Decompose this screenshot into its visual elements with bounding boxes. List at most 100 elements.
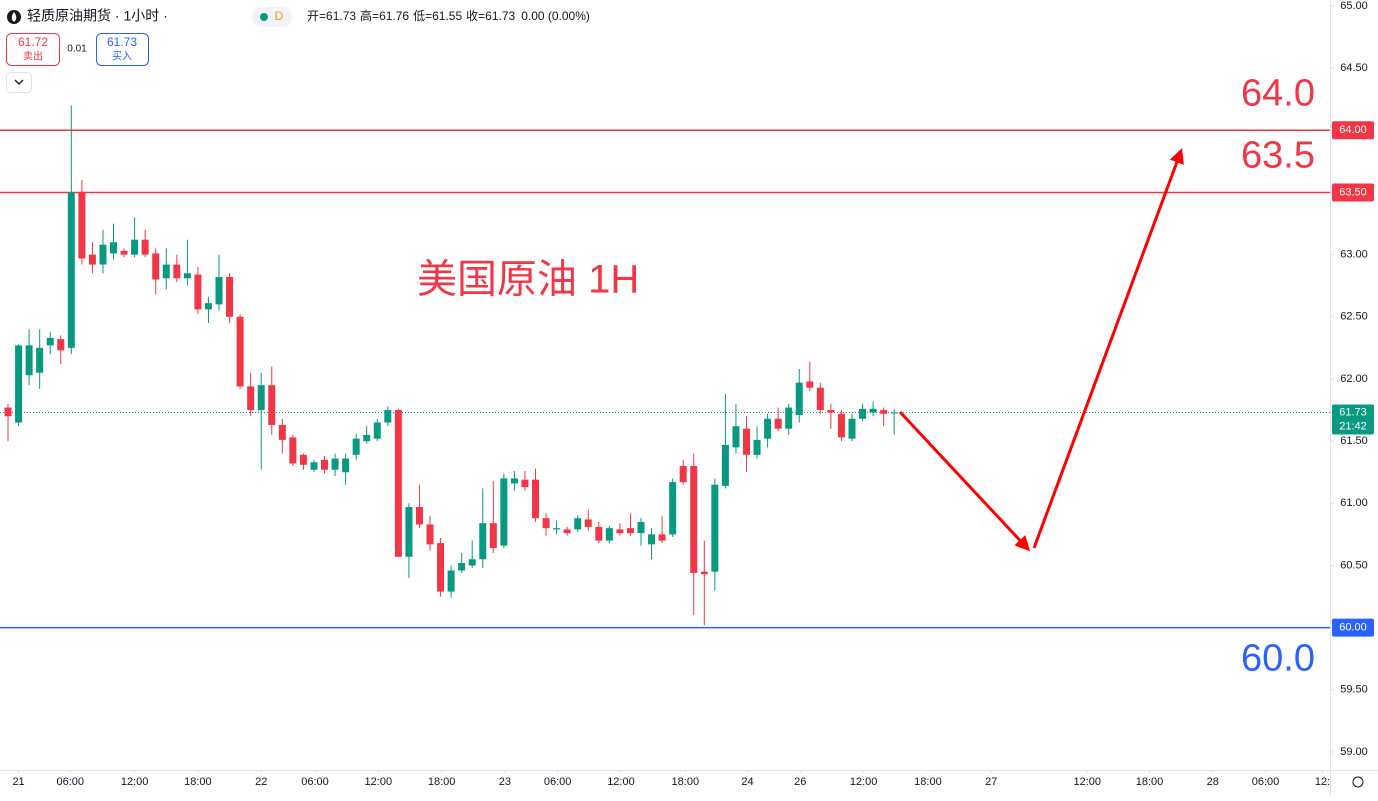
candle-body <box>574 518 582 530</box>
spread: 0.01 <box>67 44 87 55</box>
candle-body <box>658 534 666 541</box>
candle-body <box>532 479 540 519</box>
candle-body <box>648 534 656 545</box>
candle-body <box>4 407 12 417</box>
candle-body <box>78 192 86 259</box>
candle-body <box>626 528 634 534</box>
arrow-down <box>898 410 1031 552</box>
candle-body <box>753 439 761 455</box>
y-tick-label: 61.00 <box>1340 497 1368 509</box>
x-tick-label: 23 <box>499 776 511 788</box>
candle-body <box>732 426 740 448</box>
candle-body <box>278 424 286 440</box>
candle-body <box>257 385 265 411</box>
level-note: 64.0 <box>1241 72 1315 114</box>
ohlc-value: 61.76 <box>379 9 409 23</box>
x-tick-label: 18:00 <box>914 776 942 788</box>
candle-body <box>67 192 75 348</box>
sell-label: 卖出 <box>23 50 43 63</box>
level-note: 63.5 <box>1241 135 1315 177</box>
x-tick-label: 06:00 <box>56 776 84 788</box>
candle-body <box>247 386 255 411</box>
x-tick-label: 12:00 <box>365 776 393 788</box>
plot-area <box>0 105 1330 629</box>
ohlc-label: 收= <box>466 9 485 23</box>
x-tick-label: 18:00 <box>1136 776 1164 788</box>
ohlc-value: 61.55 <box>432 9 462 23</box>
settings-icon[interactable] <box>1352 776 1364 788</box>
candle-body <box>162 264 170 279</box>
candle-body <box>321 459 329 470</box>
candle-body <box>194 274 202 310</box>
buy-label: 买入 <box>112 51 132 63</box>
candle-body <box>837 413 845 438</box>
candle-body <box>204 303 212 310</box>
candle-body <box>394 410 402 557</box>
candle-body <box>183 273 191 279</box>
candle-body <box>848 418 856 439</box>
candle-body <box>521 479 529 488</box>
countdown: 21:42 <box>1339 420 1367 432</box>
x-tick-label: 26 <box>794 776 806 788</box>
ohlc-label: 高= <box>360 8 379 23</box>
candle-body <box>489 523 497 549</box>
candle-body <box>795 382 803 416</box>
candle-body <box>36 347 44 373</box>
buy-button[interactable] <box>96 33 149 66</box>
level-tag <box>1332 183 1374 202</box>
candle-body <box>458 562 466 571</box>
last-price-tag <box>1332 404 1374 435</box>
x-tick-label: 18:00 <box>672 776 700 788</box>
x-tick-label: 24 <box>741 776 753 788</box>
candle-body <box>363 434 371 442</box>
candle-body <box>152 253 160 280</box>
candle-body <box>88 254 96 265</box>
candle-body <box>299 454 307 465</box>
level-tag-label: 60.00 <box>1339 622 1367 634</box>
candle-body <box>405 507 413 557</box>
badge[interactable] <box>252 7 292 27</box>
candle-body <box>806 381 814 388</box>
candle-body <box>352 438 360 455</box>
collapse-button[interactable] <box>6 72 32 93</box>
y-tick-label: 61.50 <box>1340 435 1368 447</box>
y-tick-label: 62.50 <box>1340 311 1368 323</box>
candle-body <box>584 519 592 527</box>
x-tick-label: 06:00 <box>544 776 572 788</box>
candle-body <box>468 559 476 566</box>
symbol-title[interactable]: 轻质原油期货 · 1小时 · <box>27 8 168 24</box>
x-tick-label: 27 <box>985 776 997 788</box>
candle-body <box>331 458 339 470</box>
candle-body <box>120 250 128 255</box>
candle-body <box>437 543 445 592</box>
candle-body <box>764 418 772 439</box>
candle-body <box>721 444 729 486</box>
y-tick-label: 59.50 <box>1340 684 1368 696</box>
candle-body <box>500 478 508 546</box>
ohlc-label: 低= <box>413 9 432 23</box>
candle-body <box>310 462 318 470</box>
x-tick-label: 06:00 <box>1252 776 1280 788</box>
y-tick-label: 60.50 <box>1340 559 1368 571</box>
buy-price: 61.73 <box>107 35 137 49</box>
candle-body <box>563 529 571 534</box>
candle-body <box>236 316 244 387</box>
candle-body <box>131 239 139 255</box>
candle-body <box>785 407 793 429</box>
candle-body <box>669 482 677 535</box>
arrow-up <box>1032 148 1184 549</box>
candle-body <box>605 528 613 541</box>
candle-body <box>479 523 487 560</box>
last-price-label: 61.73 <box>1339 406 1367 418</box>
chevron <box>14 79 24 85</box>
candle-body <box>215 277 223 305</box>
sell-button[interactable] <box>6 33 60 66</box>
candle-body <box>57 339 65 351</box>
x-tick-label: 28 <box>1207 776 1219 788</box>
candle-body <box>15 345 23 423</box>
x-tick-label: 12:00 <box>121 776 149 788</box>
level-tag <box>1332 121 1374 140</box>
candle-body <box>46 337 54 346</box>
badge-label: D <box>275 9 284 23</box>
